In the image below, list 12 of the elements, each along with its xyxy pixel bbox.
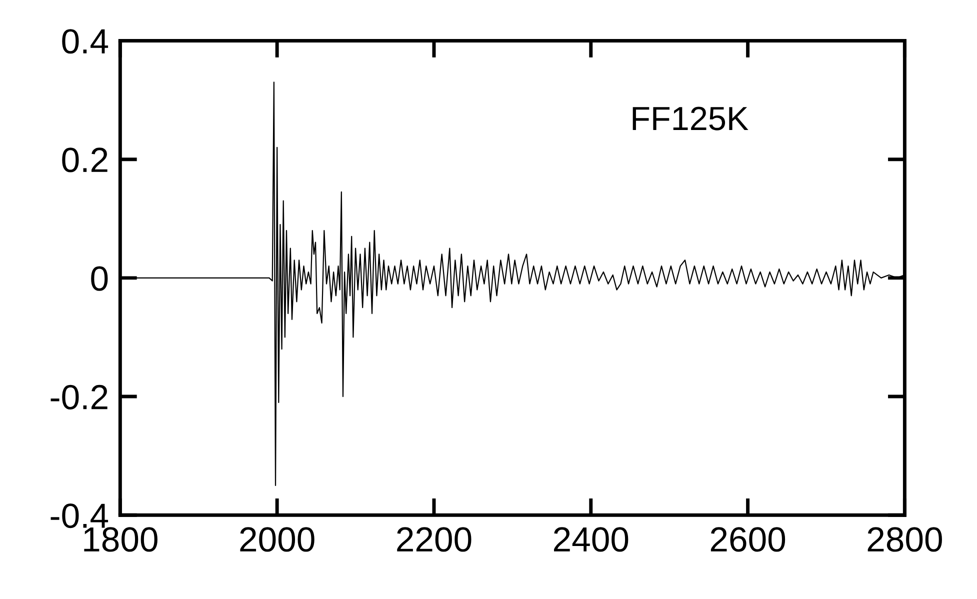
x-tick-label: 2400 bbox=[554, 527, 628, 552]
x-tick-label: 2600 bbox=[710, 527, 786, 552]
x-tick-label: 2800 bbox=[868, 527, 942, 552]
x-tick-label: 1800 bbox=[84, 527, 158, 552]
y-tick-label: 0.2 bbox=[62, 148, 108, 172]
y-tick-label: -0.2 bbox=[50, 384, 108, 410]
annotation: FF125K bbox=[632, 106, 748, 130]
y-tick-label: -0.4 bbox=[50, 503, 108, 528]
y-tick-label: 0.4 bbox=[62, 29, 108, 54]
x-tick-label: 2200 bbox=[397, 527, 472, 552]
x-tick-label: 2000 bbox=[240, 527, 314, 552]
y-tick-label: 0 bbox=[91, 266, 108, 291]
